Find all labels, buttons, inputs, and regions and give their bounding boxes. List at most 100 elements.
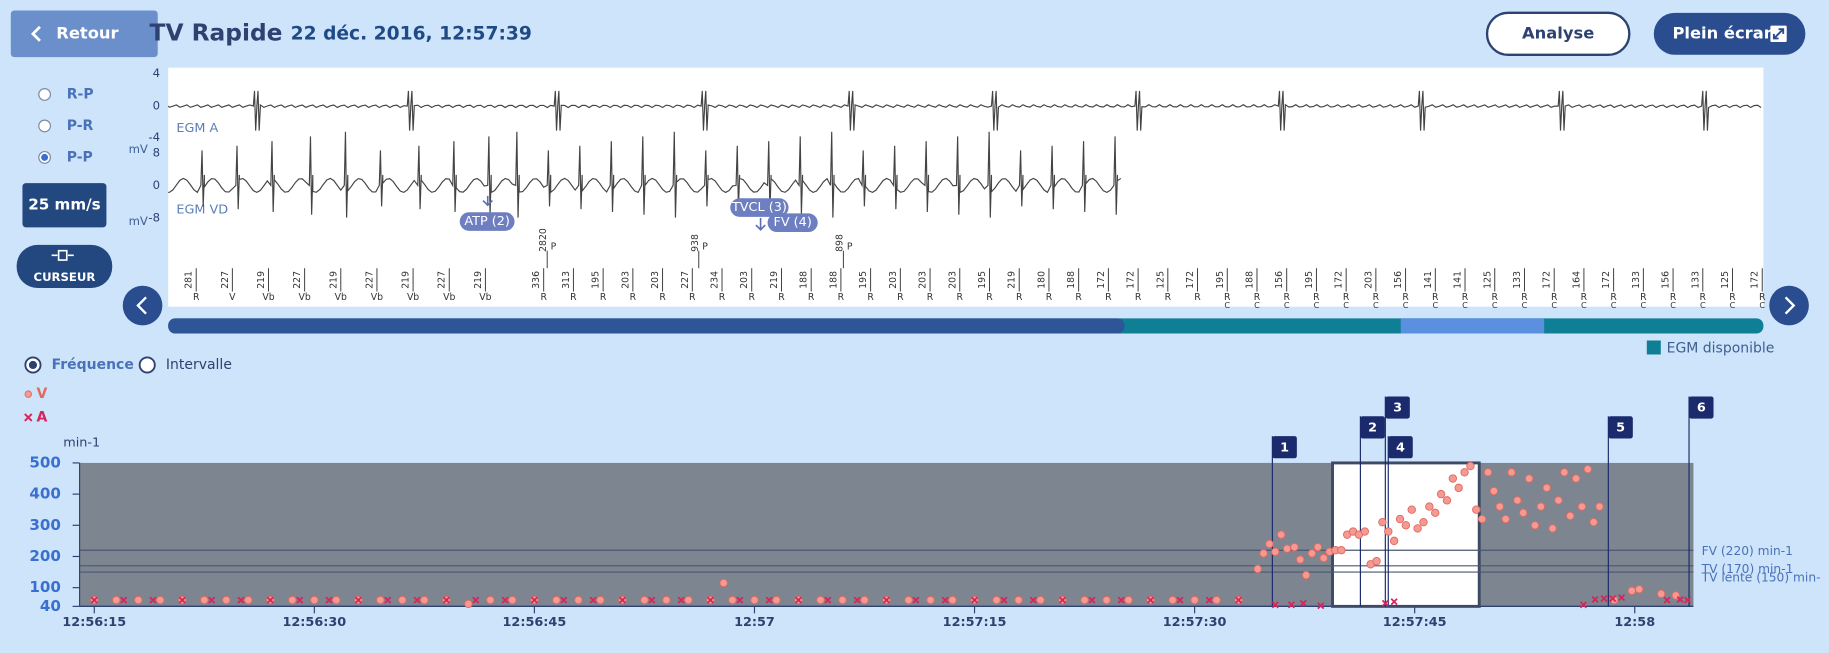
legend-marker [24, 413, 33, 422]
marker-interval: 188 [799, 271, 810, 289]
event-box [1388, 436, 1413, 459]
radio-dot [28, 360, 38, 370]
v-point [1524, 474, 1534, 483]
marker-interval: 203 [620, 271, 631, 289]
y-tick-label: 500 [29, 453, 61, 471]
marker-subcode: C [1224, 300, 1230, 310]
radio-circle [138, 356, 156, 374]
v-point [1571, 474, 1581, 483]
marker-code: R [778, 292, 785, 303]
p-marker-code: P [847, 242, 853, 253]
marker-code: R [1135, 292, 1142, 303]
p-marker-value: 898 [834, 234, 845, 252]
egm-tick-label: 0 [153, 178, 160, 192]
chart-mode-radio[interactable]: Fréquence [24, 356, 134, 374]
v-point [288, 595, 297, 605]
a-point [266, 596, 274, 604]
a-point [853, 596, 861, 604]
v-point [1413, 524, 1422, 533]
event-marker[interactable]: 1 [1271, 436, 1297, 607]
marker-code: R [748, 292, 755, 303]
marker-code: R [1670, 292, 1677, 303]
back-button[interactable]: Retour [10, 10, 158, 58]
cursor-icon [51, 249, 74, 261]
mode-radio[interactable]: P-R [38, 118, 94, 134]
v-point [1466, 461, 1475, 471]
next-icon [1784, 296, 1796, 315]
v-point [1319, 553, 1328, 563]
marker-subcode: C [1462, 300, 1468, 310]
v-point [1313, 542, 1323, 552]
event-marker[interactable]: 2 [1359, 416, 1385, 607]
v-point [1395, 514, 1405, 524]
v-point [816, 595, 825, 605]
analyse-button[interactable]: Analyse [1485, 11, 1631, 56]
marker-code: R [1194, 292, 1201, 303]
marker-code: R [1283, 292, 1290, 303]
v-point [662, 595, 671, 605]
marker-code: R [1105, 292, 1112, 303]
marker-subcode: C [1254, 300, 1260, 310]
marker-code: R [1224, 292, 1231, 303]
annotation-arrow [482, 195, 766, 231]
a-point [1176, 596, 1184, 604]
marker-interval: 195 [1304, 271, 1315, 289]
v-point [1378, 517, 1387, 527]
v-point [200, 595, 209, 605]
event-marker[interactable]: 3 [1384, 396, 1410, 607]
v-point [134, 595, 143, 605]
timeline-bar[interactable] [168, 318, 1764, 334]
marker-interval: 219 [328, 271, 339, 289]
marker-interval: 313 [561, 271, 572, 289]
v-point [1168, 595, 1177, 605]
v-point [1372, 556, 1381, 566]
v-point [1080, 595, 1089, 605]
marker-subcode: C [1522, 300, 1528, 310]
v-point [1401, 521, 1411, 530]
chart-mode-radio[interactable]: Intervalle [138, 356, 232, 374]
event-box [1385, 396, 1410, 419]
marker-code: Vb [407, 292, 419, 303]
marker-interval: 203 [1363, 271, 1374, 289]
mode-radio[interactable]: R-P [38, 86, 94, 102]
v-point [1124, 595, 1133, 605]
v-point [992, 595, 1001, 605]
v-point [1548, 524, 1557, 533]
annotation-pill [459, 212, 515, 231]
event-marker[interactable]: 4 [1387, 436, 1413, 607]
egm-channel-label: EGM A [176, 121, 218, 136]
v-point [1472, 505, 1481, 514]
marker-interval: 219 [769, 271, 780, 289]
marker-subcode: C [1670, 300, 1676, 310]
v-point [574, 595, 583, 605]
v-point [1460, 468, 1469, 477]
radio-circle [38, 88, 52, 101]
cursor-button[interactable]: CURSEUR [16, 244, 113, 289]
a-point [1600, 595, 1608, 603]
fullscreen-button[interactable]: Plein écran [1653, 12, 1806, 55]
next-button[interactable] [1769, 285, 1809, 326]
a-point [1591, 595, 1599, 604]
v-point [1448, 474, 1458, 483]
event-label: 6 [1697, 401, 1706, 416]
a-point [1287, 601, 1295, 609]
speed-button[interactable]: 25 mm/s [22, 183, 107, 228]
threshold-label: TV (170) min-1 [1701, 562, 1794, 576]
mode-radio[interactable]: P-P [38, 149, 93, 165]
marker-interval: 180 [1036, 271, 1047, 289]
x-tick-label: 12:57:45 [1383, 615, 1447, 630]
prev-icon [136, 296, 147, 315]
marker-code: R [540, 292, 547, 303]
a-point [501, 596, 509, 604]
event-marker[interactable]: 6 [1688, 396, 1714, 607]
event-marker[interactable]: 5 [1607, 416, 1633, 607]
marker-code: R [1462, 292, 1469, 303]
marker-interval: 195 [591, 271, 602, 289]
marker-code: R [570, 292, 577, 303]
v-point [398, 595, 407, 605]
v-point [684, 595, 693, 605]
marker-code: Vb [479, 292, 491, 303]
prev-button[interactable] [122, 285, 163, 326]
v-point [1431, 508, 1440, 518]
